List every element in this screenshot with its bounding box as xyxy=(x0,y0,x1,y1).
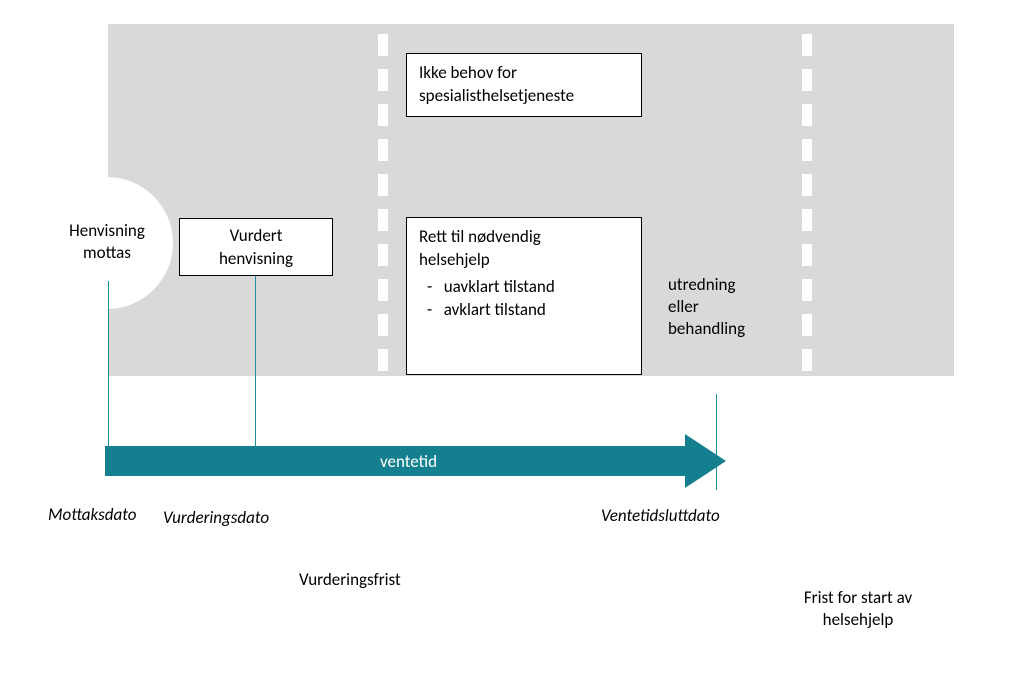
box-rett-til-helsehjelp: Rett til nødvendig helsehjelp uavklart t… xyxy=(406,217,642,375)
label-frist-start-line2: helsehjelp xyxy=(823,609,894,630)
side-text-line1: utredning xyxy=(668,274,736,295)
label-frist-start-line1: Frist for start av xyxy=(804,587,912,608)
label-mottaksdato: Mottaksdato xyxy=(48,504,136,526)
label-ventetidsluttdato: Ventetidsluttdato xyxy=(601,505,720,527)
label-frist-start-helsehjelp: Frist for start av helsehjelp xyxy=(763,587,953,631)
ref-line-mottak xyxy=(108,281,109,456)
box-rett-bullets: uavklart tilstand avklart tilstand xyxy=(419,276,629,322)
side-text-line2: eller xyxy=(668,296,699,317)
box-rett-line1: Rett til nødvendig xyxy=(419,226,541,247)
box-ikke-behov-line2: spesialisthelsetjeneste xyxy=(419,85,574,106)
ref-line-vurdering xyxy=(255,276,256,456)
label-utredning-behandling: utredning eller behandling xyxy=(668,274,745,340)
start-node-label-line1: Henvisning xyxy=(69,220,145,241)
box-ikke-behov: Ikke behov for spesialisthelsetjeneste xyxy=(406,53,642,117)
dashed-line-frist-helsehjelp xyxy=(802,34,812,594)
box-ikke-behov-line1: Ikke behov for xyxy=(419,62,517,83)
side-text-line3: behandling xyxy=(668,318,745,339)
box-rett-bullet-2: avklart tilstand xyxy=(455,299,629,322)
arrow-ventetid-head xyxy=(685,434,726,488)
box-vurdert-henvisning: Vurdert henvisning xyxy=(179,218,333,276)
dashed-line-vurderingsfrist xyxy=(378,34,388,559)
box-rett-line2: helsehjelp xyxy=(419,249,490,270)
box-vurdert-line1: Vurdert xyxy=(230,225,283,246)
label-vurderingsdato: Vurderingsdato xyxy=(163,507,269,529)
start-node-label-line2: mottas xyxy=(83,242,131,263)
box-vurdert-line2: henvisning xyxy=(219,248,293,269)
arrow-ventetid-label: ventetid xyxy=(380,451,437,472)
box-rett-bullet-1: uavklart tilstand xyxy=(455,276,629,299)
start-node-label: Henvisning mottas xyxy=(36,220,178,264)
label-vurderingsfrist: Vurderingsfrist xyxy=(299,569,401,591)
